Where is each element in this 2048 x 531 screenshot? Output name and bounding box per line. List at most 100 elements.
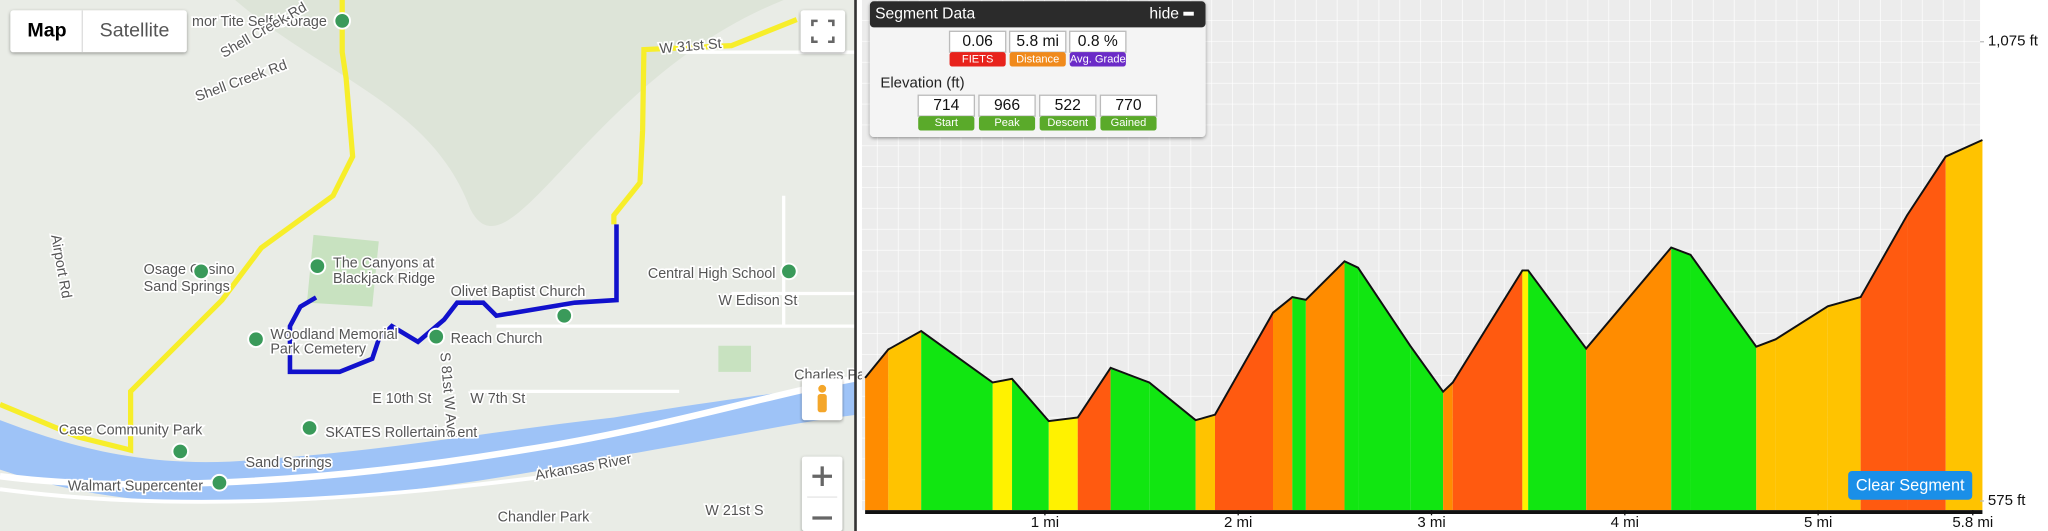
grade-fill <box>1215 312 1273 511</box>
park <box>306 234 379 307</box>
grade-fill <box>1756 339 1776 511</box>
zoom-in[interactable] <box>812 466 832 486</box>
stat-value: 966 <box>994 97 1020 114</box>
stat-label-bg <box>1100 116 1157 131</box>
y-tick-label: 575 ft <box>1988 492 2026 509</box>
map-pin <box>333 12 352 30</box>
river <box>0 380 856 504</box>
hide-icon <box>1183 11 1194 16</box>
stat-label-bg <box>1069 52 1126 67</box>
stat-label-bg <box>1009 52 1066 67</box>
map-label: Woodland Memorial <box>270 327 397 343</box>
grade-fill <box>1305 261 1345 511</box>
map-label: SKATES Rollertainment <box>325 425 477 441</box>
grade-fill <box>1292 297 1306 511</box>
grade-fill <box>1775 306 1828 511</box>
stat-label: Peak <box>994 117 1020 129</box>
hide-button[interactable]: hide <box>1149 5 1179 22</box>
map-label: Sand Springs <box>246 455 332 471</box>
stat-label-bg <box>918 116 975 131</box>
x-tick-label: 3 mi <box>1417 514 1445 531</box>
grade-fill <box>1671 247 1691 511</box>
zoom-control <box>801 456 843 531</box>
map-pin <box>555 306 574 325</box>
road <box>0 474 549 504</box>
grade-fill <box>1860 215 1908 511</box>
segment-panel: Segment Data hide Elevation (ft) 0.06 FIE… <box>869 1 1206 137</box>
map-label: Sand Springs <box>144 279 230 295</box>
grade-fill <box>1077 367 1111 511</box>
panel-title: Segment Data <box>875 5 975 22</box>
map-pin <box>300 419 319 437</box>
terrain <box>235 0 784 227</box>
map-label: Central High School <box>648 266 776 282</box>
map-pin <box>427 327 446 346</box>
grade-fill <box>1410 345 1444 511</box>
stat-value: 5.8 mi <box>1016 33 1059 50</box>
map-label: Case Community Park <box>59 422 203 438</box>
grade-fill <box>1195 414 1216 511</box>
map-pin <box>210 473 229 492</box>
route-yellow <box>0 0 356 454</box>
grade-fill <box>1344 261 1359 511</box>
map-label: Osage Casino <box>144 262 235 278</box>
grade-fill <box>1827 297 1861 511</box>
map-type-control <box>10 10 187 53</box>
x-tick-label: 4 mi <box>1611 514 1639 531</box>
clear-segment[interactable]: Clear Segment <box>1848 470 1973 500</box>
stat-value: 0.06 <box>962 33 993 50</box>
map-pin <box>192 262 210 281</box>
stat-value: 770 <box>1115 97 1141 114</box>
elevation-title: Elevation (ft) <box>880 74 964 91</box>
park <box>718 345 752 372</box>
map-label: W 7th St <box>470 391 525 407</box>
grade-fill <box>865 349 889 511</box>
stat-label-bg <box>978 116 1036 131</box>
grade-fill <box>1443 382 1453 511</box>
stat-label: Avg. Grade <box>1070 53 1126 65</box>
fullscreen-icon <box>811 19 835 44</box>
clear-button[interactable] <box>1848 470 1973 500</box>
grade-fill <box>1586 247 1672 511</box>
route-yellow <box>611 17 798 225</box>
grade-fill <box>992 378 1013 511</box>
grade-fill <box>1110 367 1150 511</box>
map-label: W Edison St <box>718 293 797 309</box>
stat-value: 714 <box>933 97 959 114</box>
x-tick-label: 5.8 mi <box>1952 514 1993 531</box>
map-pin <box>171 442 190 461</box>
map-label: Blackjack Ridge <box>333 271 435 287</box>
map-pin <box>247 330 265 349</box>
map-label: Park Cemetery <box>270 341 367 357</box>
clear-button-label[interactable]: Clear Segment <box>1856 476 1965 494</box>
grade-fill <box>1272 297 1293 511</box>
map-label: E 10th St <box>372 391 431 407</box>
map-label: The Canyons at <box>333 255 434 271</box>
elevation-line <box>864 139 1983 423</box>
grade-fill <box>888 331 922 511</box>
map-label: Olivet Baptist Church <box>451 284 586 300</box>
stat-label: FIETS <box>962 53 993 65</box>
stat-value: 522 <box>1055 97 1081 114</box>
panel-header <box>869 1 1206 28</box>
map-pin <box>780 262 798 281</box>
satellite-button[interactable]: Satellite <box>100 19 170 41</box>
pegman-icon <box>818 384 827 393</box>
fullscreen-button[interactable] <box>800 10 846 53</box>
grade-fill <box>1358 267 1411 511</box>
stat-label: Start <box>935 117 958 129</box>
grade-fill <box>1907 156 1946 511</box>
map-label: Reach Church <box>451 331 543 347</box>
map-button[interactable]: Map <box>27 19 66 41</box>
stat-value: 0.8 % <box>1078 33 1118 50</box>
stat-label-bg <box>1039 116 1096 131</box>
x-tick-label: 2 mi <box>1224 514 1252 531</box>
stat-label: Gained <box>1111 117 1147 129</box>
grade-fill <box>921 331 993 511</box>
grade-fill <box>1452 270 1523 511</box>
route-segment <box>287 224 619 375</box>
map-label: Walmart Supercenter <box>68 478 203 494</box>
x-tick-label: 5 mi <box>1804 514 1832 531</box>
